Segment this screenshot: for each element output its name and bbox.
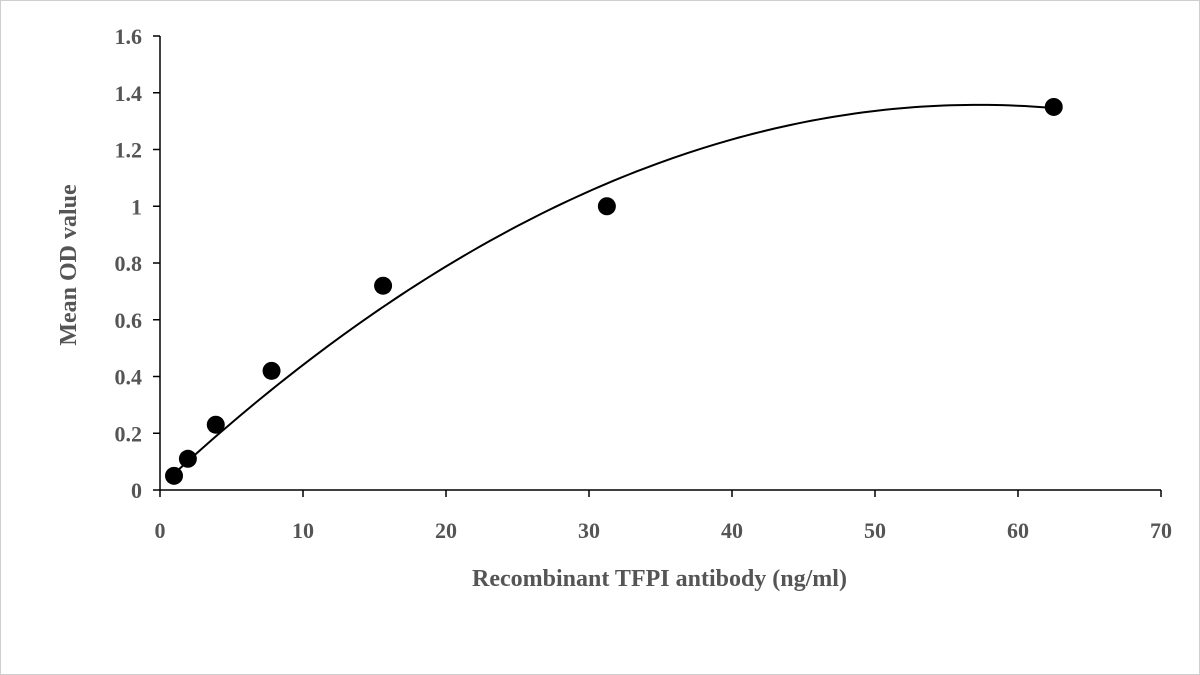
y-tick-label: 1.2 <box>115 138 143 163</box>
x-tick-label: 20 <box>435 518 457 543</box>
axes: 0 0.2 0.4 0.6 0.8 1 1.2 1.4 1.6 0 10 20 30 40 50 60 70 <box>115 24 1173 543</box>
y-tick-label: 0.8 <box>115 251 143 276</box>
data-point <box>262 361 281 380</box>
y-tick-label: 0.4 <box>115 365 143 390</box>
data-point <box>206 415 225 434</box>
data-point <box>597 197 616 216</box>
data-point <box>165 466 184 485</box>
x-tick-label: 50 <box>864 518 886 543</box>
x-tick-label: 70 <box>1150 518 1172 543</box>
y-axis-title: Mean OD value <box>56 184 82 346</box>
x-tick-label: 0 <box>155 518 166 543</box>
x-tick-label: 30 <box>578 518 600 543</box>
x-tick-label: 60 <box>1007 518 1029 543</box>
y-tick-label: 0.2 <box>115 421 143 446</box>
fitted-curve <box>173 103 1054 475</box>
data-point <box>178 449 197 468</box>
y-tick-label: 0.6 <box>115 308 143 333</box>
y-tick-label: 0 <box>131 478 142 503</box>
fitted-curve-layer <box>173 103 1054 475</box>
y-tick-label: 1 <box>131 194 142 219</box>
y-tick-label: 1.6 <box>115 24 143 49</box>
data-point <box>374 276 393 295</box>
data-points-layer <box>165 97 1063 485</box>
data-point <box>1044 97 1063 116</box>
y-tick-label: 1.4 <box>115 81 143 106</box>
x-tick-label: 10 <box>292 518 314 543</box>
x-tick-label: 40 <box>721 518 743 543</box>
x-axis-title: Recombinant TFPI antibody (ng/ml) <box>472 566 847 592</box>
